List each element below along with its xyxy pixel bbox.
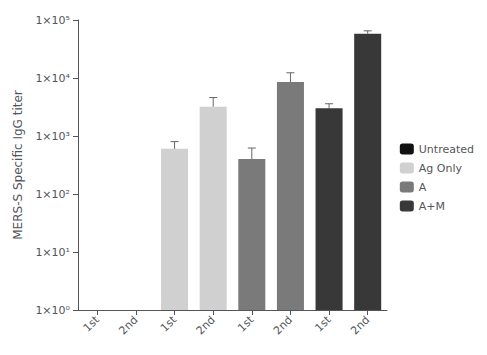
svg-text:2nd: 2nd bbox=[117, 313, 141, 337]
svg-text:1st: 1st bbox=[81, 313, 103, 335]
svg-text:1×10⁰: 1×10⁰ bbox=[35, 304, 70, 317]
svg-text:2nd: 2nd bbox=[271, 313, 295, 337]
svg-text:1st: 1st bbox=[158, 313, 180, 335]
svg-text:1st: 1st bbox=[312, 313, 334, 335]
svg-text:1×10²: 1×10² bbox=[35, 188, 70, 201]
svg-text:Ag Only: Ag Only bbox=[419, 162, 463, 175]
svg-text:A+M: A+M bbox=[419, 200, 445, 213]
svg-text:A: A bbox=[419, 181, 427, 194]
svg-text:2nd: 2nd bbox=[348, 313, 372, 337]
svg-text:1×10⁵: 1×10⁵ bbox=[35, 14, 70, 27]
svg-text:1×10³: 1×10³ bbox=[35, 130, 70, 143]
svg-text:2nd: 2nd bbox=[194, 313, 218, 337]
svg-text:Untreated: Untreated bbox=[419, 143, 474, 156]
svg-text:MERS-S Specific IgG titer: MERS-S Specific IgG titer bbox=[11, 90, 25, 240]
svg-text:1×10⁴: 1×10⁴ bbox=[35, 72, 70, 85]
svg-text:1×10¹: 1×10¹ bbox=[35, 246, 70, 259]
svg-text:1st: 1st bbox=[235, 313, 257, 335]
